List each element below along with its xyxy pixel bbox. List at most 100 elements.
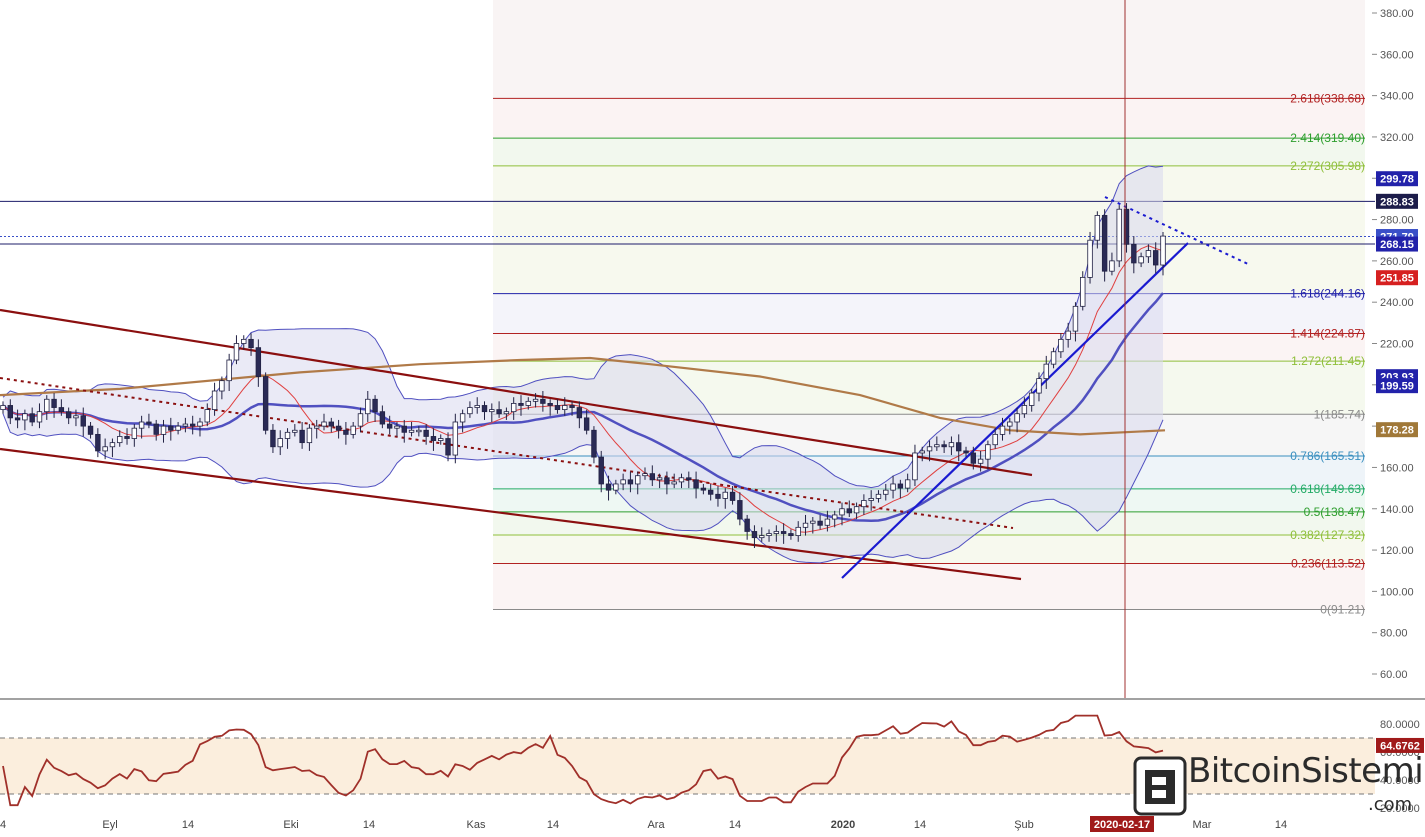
fib-level-label: 1.618(244.16) — [1290, 287, 1365, 301]
candle-body — [1087, 239, 1093, 278]
candle-body — [1028, 392, 1035, 406]
candle-body — [189, 423, 196, 427]
candle-body — [999, 425, 1006, 435]
candle-body — [744, 518, 750, 532]
candle-body — [919, 450, 925, 454]
logo-cut-bottom — [1152, 790, 1166, 798]
price-axis-label: 340.00 — [1380, 91, 1414, 103]
candle-body — [459, 413, 466, 423]
candle-body — [102, 446, 108, 452]
channel-lower-line — [0, 447, 1022, 581]
candle-body — [379, 411, 386, 425]
price-badge-label: 268.15 — [1380, 239, 1414, 251]
candle-body — [1058, 338, 1064, 353]
candle-body — [131, 427, 138, 439]
candle-body — [642, 473, 648, 477]
candle-body — [722, 491, 728, 499]
candle-body — [233, 343, 240, 361]
candle-body — [861, 500, 867, 508]
candle-body — [664, 477, 670, 485]
candle-body — [788, 533, 794, 537]
candle-body — [241, 338, 247, 344]
candle-body — [14, 417, 21, 421]
candle-body — [926, 446, 933, 452]
candle-body — [540, 398, 546, 404]
time-axis-label: 14 — [1275, 819, 1287, 831]
fib-level-label: 0.5(138.47) — [1304, 505, 1365, 519]
candle-body — [73, 415, 79, 419]
candle-body — [700, 487, 707, 491]
candle-body — [321, 421, 327, 427]
candle-body — [707, 489, 714, 495]
candle-body — [175, 425, 181, 431]
fast-ma-line — [2, 245, 1164, 533]
price-badge-bg — [1376, 378, 1418, 394]
candle-body — [532, 398, 539, 402]
candle-body — [656, 477, 663, 481]
candle-body — [255, 347, 262, 377]
candle-body — [117, 436, 123, 444]
candle-body — [306, 427, 313, 444]
time-axis-label: Şub — [1014, 819, 1034, 831]
watermark-logo — [1133, 756, 1187, 816]
candle-body — [87, 425, 94, 435]
candle-body — [226, 359, 232, 382]
fib-zone — [493, 563, 1365, 610]
candle-body — [386, 423, 393, 429]
time-axis-label: Eyl — [102, 819, 117, 831]
candle-body — [95, 433, 101, 452]
candle-body — [365, 398, 371, 415]
time-axis-label: 2020 — [831, 819, 855, 831]
price-badge-bg — [1376, 171, 1418, 187]
candle-body — [678, 477, 685, 483]
candle-body — [737, 500, 743, 520]
candle-body — [445, 438, 451, 456]
resistance-dotted-line — [1104, 196, 1249, 265]
candle-body — [649, 473, 656, 481]
candle-body — [875, 493, 882, 499]
candle-body — [1109, 260, 1115, 272]
candle-body — [44, 398, 50, 413]
candle-body — [314, 425, 320, 429]
candle-body — [780, 531, 787, 534]
time-axis-label: 14 — [729, 819, 741, 831]
price-axis-label: 80.00 — [1380, 628, 1408, 640]
fib-level-label: 0.618(149.63) — [1290, 482, 1365, 496]
candle-body — [1138, 256, 1144, 264]
time-axis-label: Eki — [283, 819, 298, 831]
fib-level-label: 1.272(211.45) — [1291, 354, 1365, 368]
candle-body — [598, 456, 604, 485]
candle-body — [22, 413, 28, 421]
candle-body — [335, 425, 342, 431]
candle-body — [671, 481, 677, 485]
candle-body — [1014, 413, 1020, 423]
fib-zone — [493, 165, 1365, 294]
watermark-text: BitcoinSistemi — [1188, 751, 1424, 791]
candle-body — [51, 398, 57, 408]
time-axis-label: 14 — [363, 819, 375, 831]
candle-body — [853, 506, 860, 514]
price-badge-label: 178.28 — [1380, 425, 1414, 437]
candle-body — [1043, 363, 1049, 380]
logo-block — [1145, 770, 1175, 804]
candle-body — [525, 400, 531, 406]
candle-body — [1065, 330, 1071, 340]
candle-body — [438, 438, 444, 441]
price-badge-bg — [1376, 193, 1418, 209]
candle-body — [583, 417, 590, 431]
fib-zone — [493, 293, 1365, 334]
candle-body — [270, 429, 276, 448]
fib-zone-top — [493, 0, 1365, 99]
candle-body — [36, 411, 43, 423]
candle-body — [1072, 305, 1079, 332]
candle-body — [168, 425, 174, 431]
candle-body — [605, 483, 612, 491]
candle-body — [912, 452, 918, 481]
time-axis-label: 14 — [182, 819, 194, 831]
candle-body — [985, 444, 991, 460]
candle-body — [839, 508, 845, 516]
candle-body — [817, 520, 823, 526]
price-axis-label: 140.00 — [1380, 504, 1414, 516]
fib-level-label: 0.382(127.32) — [1290, 528, 1365, 542]
channel-mid-dotted-line — [0, 377, 1014, 529]
